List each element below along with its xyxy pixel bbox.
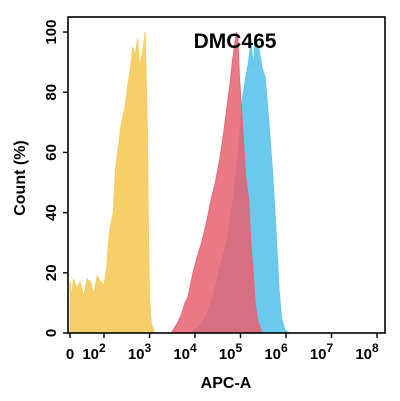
plot-frame — [67, 16, 386, 334]
y-tick-label: 20 — [43, 264, 60, 281]
y-tick-label: 40 — [43, 204, 60, 221]
x-axis-title: APC-A — [201, 375, 252, 392]
x-tick-label: 0 — [66, 346, 74, 363]
histogram-series-3 — [170, 31, 263, 334]
y-tick-label: 0 — [43, 329, 60, 337]
y-axis-title: Count (%) — [12, 140, 29, 216]
x-tick-label: 105 — [219, 341, 243, 363]
y-tick-label: 60 — [43, 144, 60, 161]
axis-ticks-group: 0 102 103 104 105 106 107 108 0 20 40 60 80 100 — [43, 20, 379, 363]
histogram-series-1 — [69, 31, 156, 334]
x-tick-label: 108 — [355, 341, 379, 363]
histogram-series-group — [69, 31, 291, 334]
x-tick-label: 104 — [173, 341, 197, 363]
x-tick-label: 107 — [310, 341, 334, 363]
x-tick-label: 106 — [264, 341, 288, 363]
x-tick-label: 102 — [82, 341, 106, 363]
x-tick-label: 103 — [128, 341, 152, 363]
chart-title: DMC465 — [194, 30, 277, 53]
y-tick-label: 80 — [43, 84, 60, 101]
y-tick-label: 100 — [43, 20, 60, 45]
